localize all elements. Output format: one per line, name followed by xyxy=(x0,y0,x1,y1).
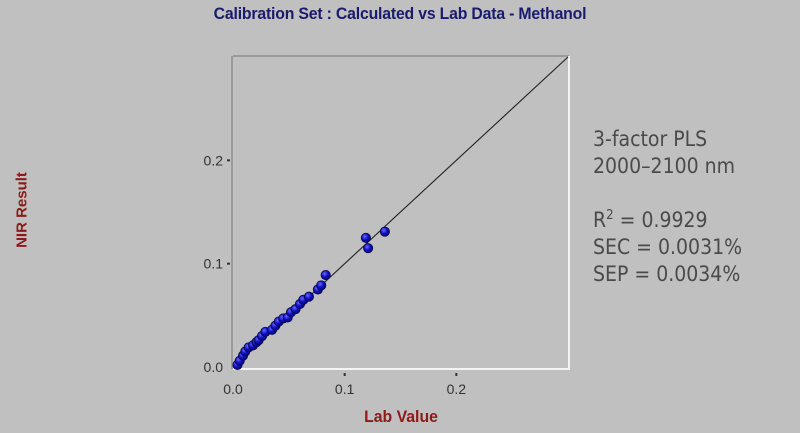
wavelength-range: 2000–2100 nm xyxy=(593,154,736,178)
data-point xyxy=(379,226,390,237)
chart-title: Calibration Set : Calculated vs Lab Data… xyxy=(213,4,587,23)
r-squared: R2 = 0.9929 xyxy=(593,208,708,232)
data-point xyxy=(320,269,331,281)
model-type: 3-factor PLS xyxy=(593,127,708,151)
data-point xyxy=(360,232,371,243)
sec-value: SEC = 0.0031% xyxy=(593,235,743,259)
svg-text:0.2: 0.2 xyxy=(204,152,224,168)
data-point xyxy=(316,280,327,291)
svg-text:0.1: 0.1 xyxy=(335,381,355,397)
x-axis-label: Lab Value xyxy=(364,407,438,426)
model-stats: 3-factor PLS 2000–2100 nm R2 = 0.9929 SE… xyxy=(593,126,742,288)
sep-value: SEP = 0.0034% xyxy=(593,262,741,286)
plot-frame xyxy=(231,55,570,370)
svg-text:0.2: 0.2 xyxy=(447,381,467,397)
svg-text:0.1: 0.1 xyxy=(204,256,224,272)
data-points xyxy=(232,226,390,370)
data-point xyxy=(363,243,374,254)
svg-text:0.0: 0.0 xyxy=(204,359,224,375)
data-point xyxy=(303,291,314,302)
svg-text:0.0: 0.0 xyxy=(223,381,243,397)
axis-ticks: 0.0 0.1 0.2 0.0 0.1 0.2 xyxy=(204,152,467,397)
